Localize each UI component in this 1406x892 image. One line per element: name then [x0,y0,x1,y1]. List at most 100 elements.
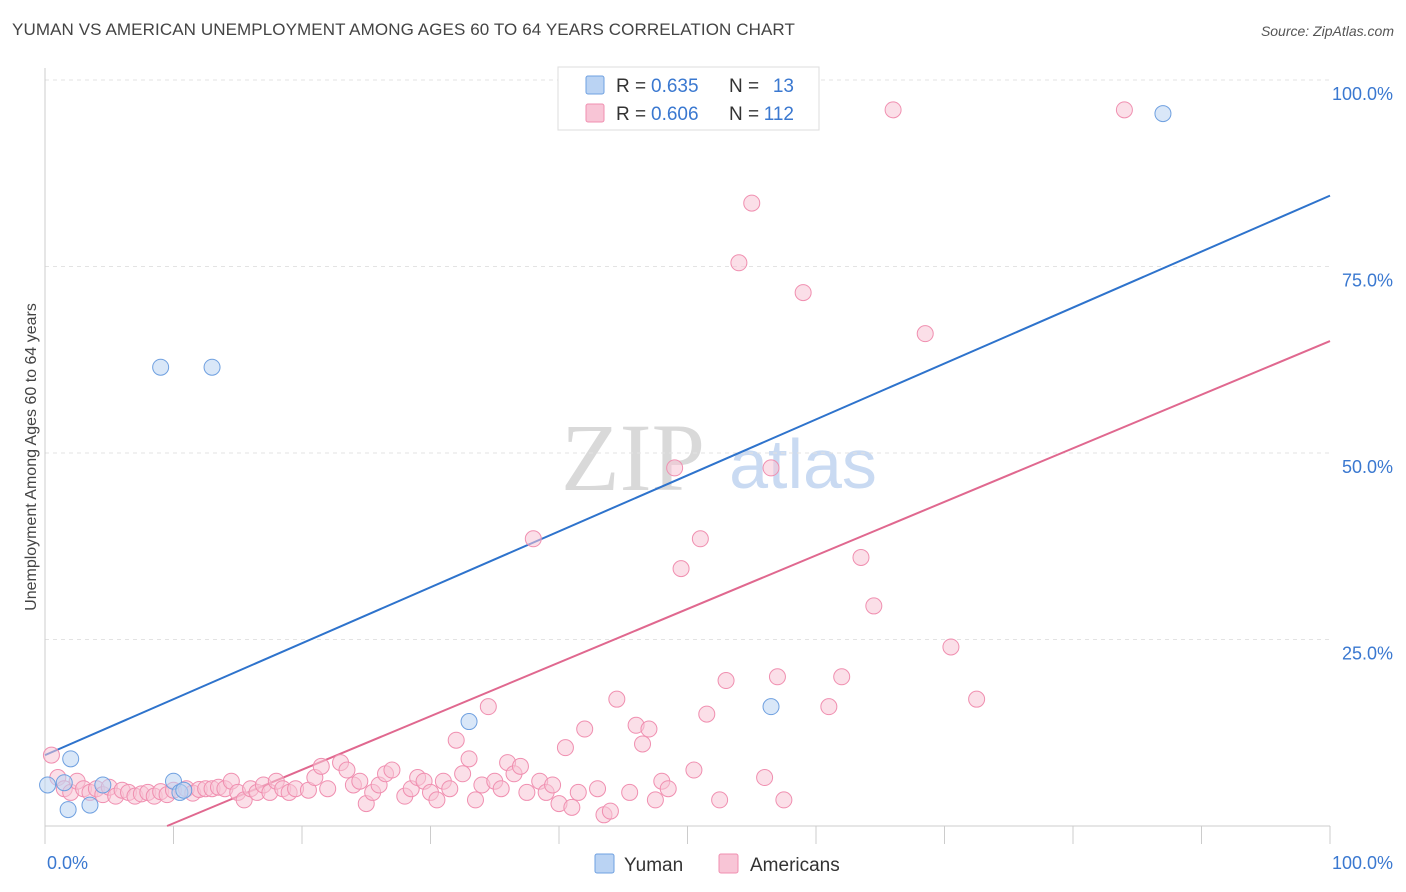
legend-swatch-americans [718,853,739,874]
stats-r-value-yuman: 0.635 [651,76,699,97]
point-americans [730,254,748,272]
point-americans [672,560,690,578]
legend-swatch-yuman [594,853,615,874]
point-americans [762,459,780,477]
point-americans [833,668,851,686]
point-americans [820,698,838,716]
point-americans [441,780,459,798]
stats-r-label-americans: R = [616,104,646,125]
point-americans [518,783,536,801]
point-americans [659,780,677,798]
point-americans [666,459,684,477]
point-americans [319,780,337,798]
point-yuman [94,776,112,794]
y-axis-label: Unemployment Among Ages 60 to 64 years [23,303,40,611]
point-yuman [1154,105,1172,123]
point-yuman [460,713,478,731]
source-label: Source: ZipAtlas.com [1260,23,1394,39]
stats-swatch-americans [585,103,605,123]
data-points [39,101,1172,824]
point-americans [492,780,510,798]
x-tick-label: 100.0% [1332,853,1393,873]
point-americans [852,548,870,566]
point-americans [608,690,626,708]
point-yuman [62,750,80,768]
point-americans [569,783,587,801]
point-yuman [59,801,77,819]
point-americans [479,698,497,716]
point-yuman [152,358,170,376]
y-tick-label: 100.0% [1332,84,1393,104]
watermark: ZIP atlas [561,404,877,511]
point-americans [1115,101,1133,119]
point-americans [466,791,484,809]
point-americans [338,761,356,779]
point-yuman [175,781,193,799]
x-tick-label: 0.0% [47,853,88,873]
point-americans [698,705,716,723]
stats-swatch-yuman [585,75,605,95]
point-americans [942,638,960,656]
point-americans [544,776,562,794]
y-tick-label: 50.0% [1342,457,1393,477]
point-americans [621,783,639,801]
point-americans [768,668,786,686]
point-yuman [39,776,57,794]
point-americans [589,780,607,798]
stats-n-value-americans: 112 [764,104,794,125]
stats-r-value-americans: 0.606 [651,104,699,125]
watermark-atlas: atlas [729,425,877,503]
stats-n-label-americans: N = [729,104,759,125]
point-americans [556,739,574,757]
point-yuman [762,698,780,716]
stats-r-label-yuman: R = [616,76,646,97]
tick-labels: 100.0% 75.0% 50.0% 25.0% 0.0% 100.0% [47,84,1393,873]
point-americans [968,690,986,708]
point-americans [640,720,658,738]
point-americans [524,530,542,548]
point-americans [865,597,883,615]
point-yuman [81,796,99,814]
point-yuman [203,358,221,376]
point-yuman [55,774,73,792]
point-americans [743,194,761,212]
axes [44,68,1331,844]
bottom-legend: Yuman Americans [594,853,840,876]
trend-line-yuman [44,194,1331,757]
point-americans [312,757,330,775]
point-americans [916,325,934,343]
chart-title: YUMAN VS AMERICAN UNEMPLOYMENT AMONG AGE… [12,20,795,39]
point-americans [717,672,735,690]
point-americans [351,772,369,790]
point-americans [383,761,401,779]
point-americans [775,791,793,809]
trend-lines [44,194,1331,827]
y-tick-label: 75.0% [1342,271,1393,291]
point-americans [794,284,812,302]
point-americans [563,798,581,816]
stats-legend: R = 0.635 N = 13 R = 0.606 N = 112 [557,66,820,131]
point-americans [884,101,902,119]
point-americans [447,731,465,749]
legend-label-yuman: Yuman [624,855,683,876]
gridlines [45,79,1330,640]
y-tick-label: 25.0% [1342,644,1393,664]
trend-line-americans [166,340,1331,827]
point-americans [711,791,729,809]
point-americans [454,765,472,783]
point-americans [460,750,478,768]
watermark-zip: ZIP [561,404,705,511]
point-americans [601,802,619,820]
point-americans [756,769,774,787]
point-americans [646,791,664,809]
point-americans [634,735,652,753]
legend-label-americans: Americans [750,855,840,876]
stats-n-label-yuman: N = [729,76,759,97]
point-americans [691,530,709,548]
point-americans [685,761,703,779]
point-americans [428,791,446,809]
point-americans [576,720,594,738]
stats-n-value-yuman: 13 [773,76,794,97]
point-americans [511,757,529,775]
